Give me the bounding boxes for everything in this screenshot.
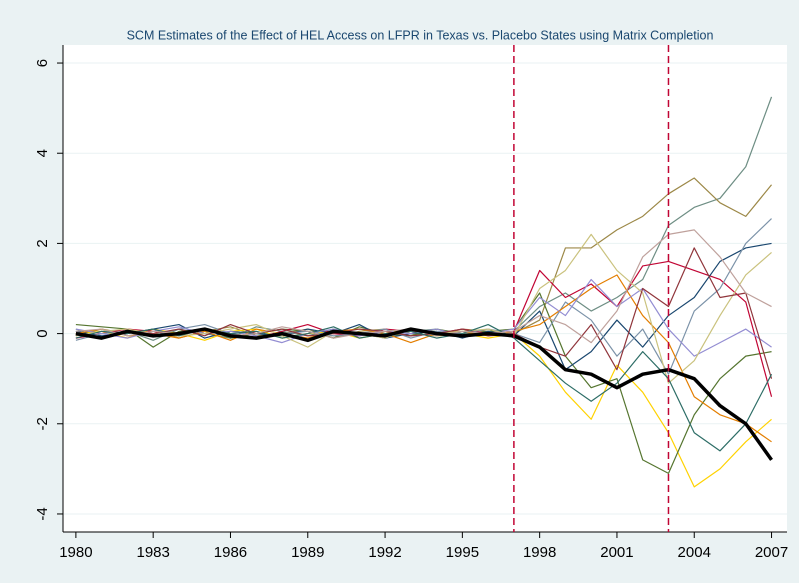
chart-title: SCM Estimates of the Effect of HEL Acces…: [127, 28, 714, 42]
y-tick-label: -4: [34, 507, 51, 520]
y-tick-label: -2: [34, 417, 51, 430]
x-tick-label: 1998: [523, 544, 556, 561]
x-tick-label: 1992: [368, 544, 401, 561]
y-tick-label: 2: [34, 239, 51, 247]
x-tick-label: 1986: [214, 544, 247, 561]
x-tick-label: 1989: [291, 544, 324, 561]
y-tick-label: 4: [34, 149, 51, 157]
x-tick-label: 1980: [59, 544, 92, 561]
x-tick-label: 2004: [678, 544, 711, 561]
y-tick-label: 0: [34, 329, 51, 337]
x-tick-label: 2007: [755, 544, 788, 561]
x-tick-label: 1983: [136, 544, 169, 561]
series-line: [75, 327, 773, 461]
x-tick-label: 2001: [600, 544, 633, 561]
y-tick-label: 6: [34, 59, 51, 67]
x-tick-label: 1995: [446, 544, 479, 561]
plot-region: [63, 45, 787, 532]
